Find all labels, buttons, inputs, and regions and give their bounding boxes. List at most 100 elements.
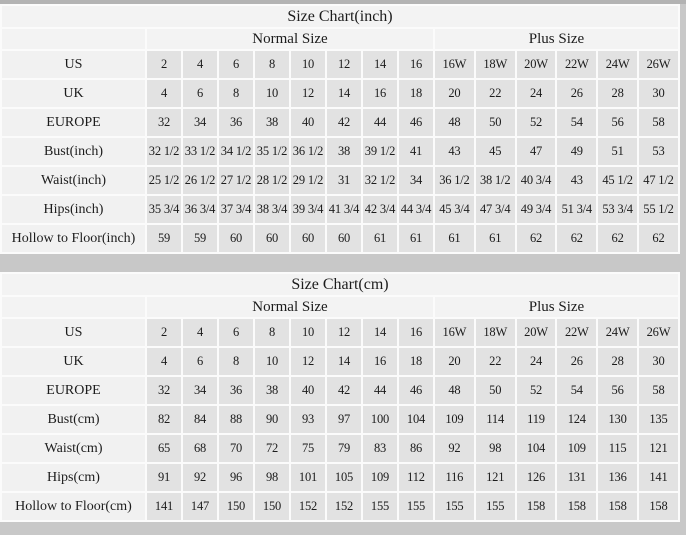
size-value-cell: 41 3/4 — [325, 194, 363, 225]
size-value-cell: 24 — [514, 78, 558, 109]
size-value-cell: 70 — [217, 433, 255, 464]
size-value-cell: 6 — [181, 78, 219, 109]
size-value-cell: 60 — [289, 223, 327, 254]
size-value-cell: 60 — [217, 223, 255, 254]
size-value-cell: 124 — [555, 404, 599, 435]
size-value-cell: 86 — [397, 433, 435, 464]
size-value-cell: 20 — [433, 78, 476, 109]
table-title: Size Chart(inch) — [0, 4, 680, 29]
size-value-cell: 112 — [397, 462, 435, 493]
size-value-cell: 10 — [289, 317, 327, 348]
size-value-cell: 131 — [555, 462, 599, 493]
table-row: EUROPE 32 34 36 38 40 42 44 46 48 50 52 54 56 58 — [0, 107, 680, 138]
size-value-cell: 55 1/2 — [636, 194, 680, 225]
size-value-cell: 40 — [289, 375, 327, 406]
size-value-cell: 116 — [433, 462, 476, 493]
table-row: Hollow to Floor(inch) 59 59 60 60 60 60 61 61 61 6… — [0, 223, 680, 254]
size-value-cell: 47 1/2 — [636, 165, 680, 196]
size-value-cell: 84 — [181, 404, 219, 435]
size-value-cell: 26W — [636, 49, 680, 80]
size-value-cell: 24 — [514, 346, 558, 377]
top-edge-strip — [0, 0, 686, 4]
size-value-cell: 31 — [325, 165, 363, 196]
size-value-cell: 126 — [514, 462, 558, 493]
size-value-cell: 75 — [289, 433, 327, 464]
table-row: Hips(inch) 35 3/4 36 3/4 37 3/4 38 3/4 39 3/4… — [0, 194, 680, 225]
size-value-cell: 12 — [289, 78, 327, 109]
bottom-edge-strip — [0, 522, 686, 535]
size-value-cell: 14 — [325, 78, 363, 109]
size-value-cell: 62 — [596, 223, 639, 254]
size-value-cell: 61 — [361, 223, 399, 254]
size-value-cell: 10 — [253, 78, 291, 109]
size-value-cell: 36 — [217, 375, 255, 406]
size-value-cell: 105 — [325, 462, 363, 493]
table-row: UK 4 6 8 10 12 14 16 18 20 22 24 26 28 30 — [0, 78, 680, 109]
size-value-cell: 50 — [473, 375, 517, 406]
size-value-cell: 51 — [596, 136, 639, 167]
size-value-cell: 82 — [145, 404, 183, 435]
row-label: EUROPE — [0, 107, 147, 138]
size-value-cell: 49 — [555, 136, 599, 167]
size-value-cell: 60 — [253, 223, 291, 254]
size-value-cell: 34 — [181, 375, 219, 406]
size-value-cell: 40 3/4 — [514, 165, 558, 196]
size-value-cell: 101 — [289, 462, 327, 493]
size-value-cell: 115 — [596, 433, 639, 464]
size-value-cell: 158 — [555, 491, 599, 522]
size-value-cell: 39 1/2 — [361, 136, 399, 167]
size-value-cell: 41 — [397, 136, 435, 167]
size-value-cell: 38 3/4 — [253, 194, 291, 225]
size-value-cell: 4 — [181, 49, 219, 80]
table-row: Bust(cm) 82 84 88 90 93 97 100 104 109 114 119 124 13… — [0, 404, 680, 435]
size-value-cell: 36 1/2 — [433, 165, 476, 196]
size-value-cell: 24W — [596, 49, 639, 80]
size-value-cell: 35 1/2 — [253, 136, 291, 167]
size-value-cell: 100 — [361, 404, 399, 435]
row-label: Hollow to Floor(cm) — [0, 491, 147, 522]
size-value-cell: 147 — [181, 491, 219, 522]
size-value-cell: 109 — [555, 433, 599, 464]
size-value-cell: 6 — [181, 346, 219, 377]
size-value-cell: 155 — [473, 491, 517, 522]
size-value-cell: 12 — [325, 49, 363, 80]
size-value-cell: 16W — [433, 49, 476, 80]
size-value-cell: 6 — [217, 49, 255, 80]
normal-size-header: Normal Size — [145, 295, 435, 319]
size-value-cell: 88 — [217, 404, 255, 435]
size-value-cell: 61 — [473, 223, 517, 254]
table-row: EUROPE 32 34 36 38 40 42 44 46 48 50 52 54 56 58 — [0, 375, 680, 406]
size-value-cell: 32 1/2 — [361, 165, 399, 196]
size-value-cell: 14 — [361, 49, 399, 80]
size-value-cell: 62 — [636, 223, 680, 254]
size-value-cell: 61 — [397, 223, 435, 254]
size-value-cell: 58 — [636, 107, 680, 138]
plus-size-header: Plus Size — [433, 295, 680, 319]
size-value-cell: 28 — [596, 78, 639, 109]
size-value-cell: 45 3/4 — [433, 194, 476, 225]
size-value-cell: 46 — [397, 375, 435, 406]
size-value-cell: 152 — [325, 491, 363, 522]
size-value-cell: 2 — [145, 49, 183, 80]
size-value-cell: 34 — [181, 107, 219, 138]
size-value-cell: 25 1/2 — [145, 165, 183, 196]
size-value-cell: 8 — [253, 317, 291, 348]
normal-size-header: Normal Size — [145, 27, 435, 51]
size-value-cell: 18W — [473, 317, 517, 348]
row-label: EUROPE — [0, 375, 147, 406]
group-header-row: Normal Size Plus Size — [0, 27, 680, 51]
size-chart-cm-table: Size Chart(cm) Normal Size Plus Size US 2… — [0, 272, 680, 522]
size-value-cell: 52 — [514, 375, 558, 406]
size-chart-inch-table: Size Chart(inch) Normal Size Plus Size U… — [0, 4, 680, 254]
size-value-cell: 158 — [596, 491, 639, 522]
size-value-cell: 48 — [433, 375, 476, 406]
size-value-cell: 155 — [397, 491, 435, 522]
size-value-cell: 32 1/2 — [145, 136, 183, 167]
size-value-cell: 20W — [514, 49, 558, 80]
size-value-cell: 47 3/4 — [473, 194, 517, 225]
size-value-cell: 4 — [145, 346, 183, 377]
row-label: US — [0, 49, 147, 80]
size-value-cell: 36 1/2 — [289, 136, 327, 167]
size-value-cell: 98 — [253, 462, 291, 493]
size-value-cell: 18 — [397, 346, 435, 377]
